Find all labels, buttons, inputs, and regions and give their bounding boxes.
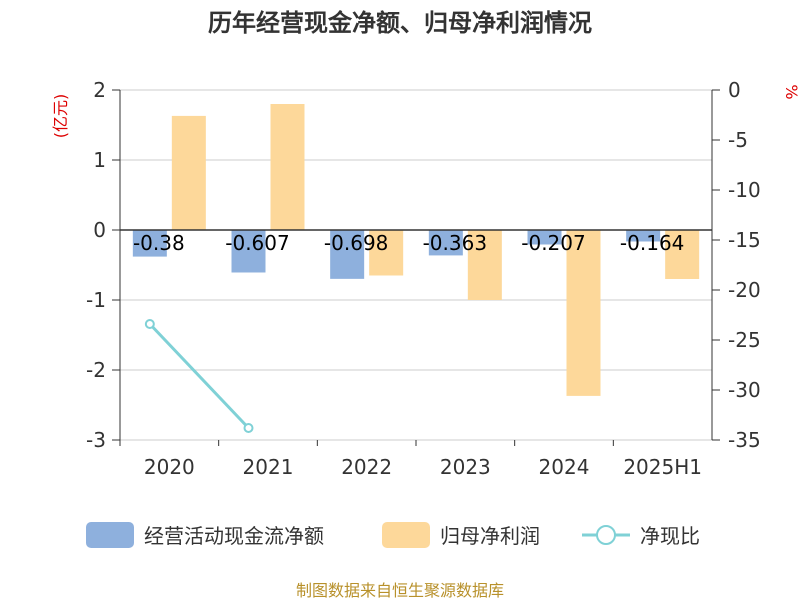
ratio-point bbox=[243, 423, 254, 433]
left-tick-label: -1 bbox=[86, 288, 106, 312]
ratio-point bbox=[144, 319, 155, 329]
left-tick-label: -2 bbox=[86, 358, 106, 382]
right-tick-label: -25 bbox=[728, 328, 761, 352]
right-tick-label: -5 bbox=[728, 128, 748, 152]
legend-label[interactable]: 归母净利润 bbox=[440, 524, 540, 548]
legend: 经营活动现金流净额 归母净利润 净现比 bbox=[86, 522, 700, 548]
cashflow-bar bbox=[231, 230, 266, 273]
bars bbox=[132, 104, 700, 396]
net-profit-bar bbox=[270, 104, 305, 230]
legend-label[interactable]: 经营活动现金流净额 bbox=[144, 524, 324, 548]
right-tick-label: -30 bbox=[728, 378, 761, 402]
legend-marker[interactable] bbox=[596, 525, 616, 545]
cashflow-data-label: -0.38 bbox=[133, 231, 185, 255]
cashflow-data-label: -0.207 bbox=[521, 231, 585, 255]
data-labels: -0.38 -0.607 -0.698 -0.363 -0.207 -0.164 bbox=[133, 231, 684, 255]
category-label: 2021 bbox=[243, 455, 294, 479]
left-tick-label: 0 bbox=[93, 218, 106, 242]
legend-swatch[interactable] bbox=[86, 522, 134, 548]
left-tick-label: -3 bbox=[86, 428, 106, 452]
cashflow-bar bbox=[330, 230, 365, 279]
category-label: 2020 bbox=[144, 455, 195, 479]
ratio-line-path bbox=[148, 322, 250, 430]
net-profit-bar bbox=[566, 230, 601, 396]
net-profit-bar bbox=[369, 230, 404, 276]
category-label: 2024 bbox=[539, 455, 590, 479]
left-tick-label: 2 bbox=[93, 78, 106, 102]
chart-title: 历年经营现金净额、归母净利润情况 bbox=[208, 9, 592, 37]
cashflow-bar bbox=[626, 230, 661, 242]
category-label: 2023 bbox=[440, 455, 491, 479]
right-axis-unit: % bbox=[782, 84, 800, 99]
right-tick-label: -10 bbox=[728, 178, 761, 202]
cashflow-data-label: -0.698 bbox=[324, 231, 388, 255]
cashflow-bar bbox=[527, 230, 562, 245]
legend-label[interactable]: 净现比 bbox=[640, 524, 700, 548]
right-tick-label: -15 bbox=[728, 228, 761, 252]
right-tick-label: -20 bbox=[728, 278, 761, 302]
category-label: 2025H1 bbox=[623, 455, 702, 479]
legend-swatch[interactable] bbox=[382, 522, 430, 548]
right-tick-label: -35 bbox=[728, 428, 761, 452]
net-profit-bar bbox=[171, 115, 206, 230]
category-label: 2022 bbox=[341, 455, 392, 479]
net-profit-bar bbox=[665, 230, 700, 279]
cashflow-data-label: -0.164 bbox=[620, 231, 684, 255]
net-profit-bar bbox=[467, 230, 502, 300]
cashflow-bar bbox=[132, 230, 167, 257]
left-axis-unit: (亿元) bbox=[51, 94, 70, 139]
source-note: 制图数据来自恒生聚源数据库 bbox=[296, 581, 504, 600]
cashflow-bar bbox=[428, 230, 463, 256]
right-tick-label: 0 bbox=[728, 78, 741, 102]
cashflow-data-label: -0.607 bbox=[225, 231, 289, 255]
left-tick-label: 1 bbox=[93, 148, 106, 172]
ratio-line bbox=[144, 319, 254, 433]
cashflow-data-label: -0.363 bbox=[423, 231, 487, 255]
